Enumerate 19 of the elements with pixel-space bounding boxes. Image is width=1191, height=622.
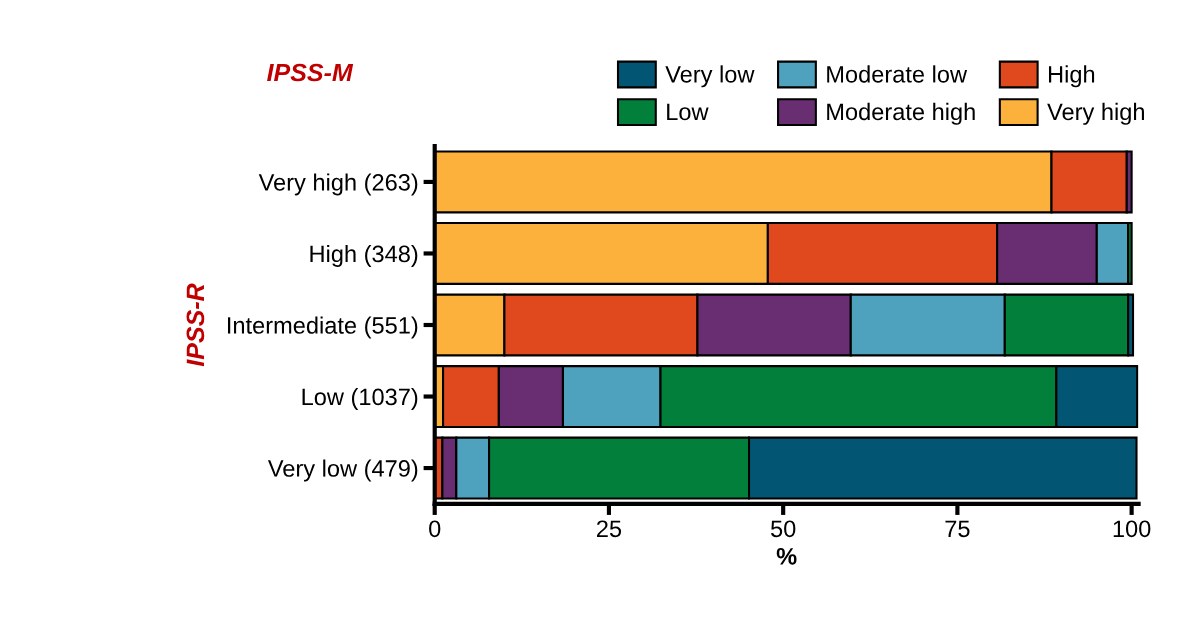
y-tick-label: Intermediate (551)	[228, 316, 418, 339]
legend-title: IPSS-M	[267, 63, 354, 82]
legend-label: Very low	[665, 65, 755, 88]
legend-label: High	[1048, 65, 1095, 88]
x-tick-label: 0	[429, 520, 441, 538]
x-tick-label: 25	[597, 520, 622, 538]
x-tick-label: 50	[770, 520, 796, 538]
legend-label: Moderate low	[827, 65, 968, 83]
y-tick-label: High (348)	[310, 244, 418, 267]
y-tick-label: Very low (479)	[267, 459, 418, 482]
x-tick-label: 100	[1113, 520, 1151, 538]
y-tick-label: Very high (263)	[258, 173, 418, 196]
y-axis-title: IPSS-R	[186, 283, 205, 367]
legend-label: Moderate high	[827, 102, 975, 125]
x-tick-label: 75	[945, 520, 970, 538]
legend-label: Low	[667, 103, 709, 121]
x-axis-title: %	[776, 548, 797, 565]
y-tick-label: Low (1037)	[302, 387, 418, 410]
legend-label: Very high	[1047, 102, 1144, 125]
